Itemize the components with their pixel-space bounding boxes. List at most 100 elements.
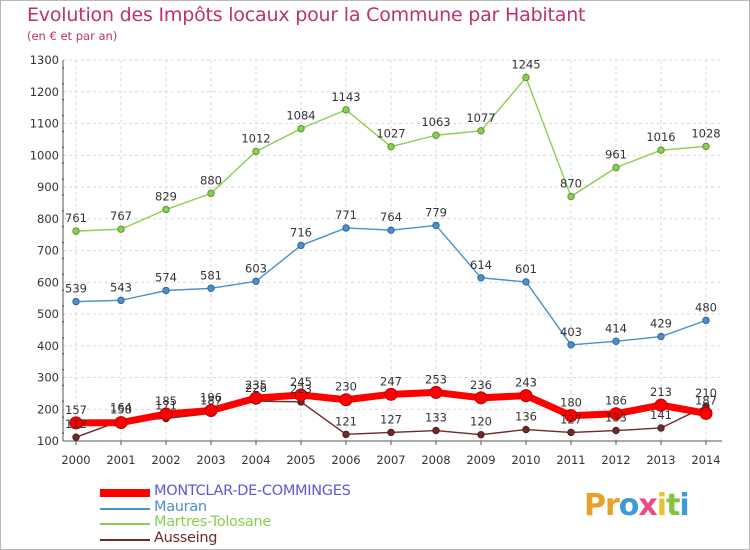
data-label: 539 [65, 282, 87, 296]
data-label: 187 [200, 393, 222, 407]
data-point [567, 341, 575, 349]
data-point [342, 224, 350, 232]
data-label: 403 [560, 325, 582, 339]
x-tick-label: 2003 [196, 453, 225, 467]
data-point [69, 416, 83, 430]
data-point [609, 407, 623, 421]
x-tick-label: 2004 [241, 453, 270, 467]
data-label: 1084 [286, 109, 315, 123]
data-point [612, 163, 620, 172]
data-point [117, 225, 125, 233]
data-point [654, 398, 668, 412]
data-label: 127 [380, 412, 402, 426]
data-point [432, 221, 440, 230]
data-label: 764 [380, 210, 402, 224]
data-point [522, 278, 530, 286]
data-point [519, 389, 533, 403]
data-label: 716 [290, 225, 312, 239]
data-label: 230 [335, 380, 357, 394]
x-tick-label: 2008 [421, 453, 450, 467]
data-label: 429 [650, 317, 672, 331]
data-point [117, 296, 125, 305]
data-label: 779 [425, 205, 447, 219]
data-point [384, 387, 398, 401]
data-label: 235 [245, 378, 267, 392]
data-label: 880 [200, 173, 222, 187]
data-label: 180 [560, 396, 582, 410]
data-label: 870 [560, 177, 582, 191]
data-label: 133 [425, 411, 447, 425]
data-label: 1143 [331, 90, 360, 104]
legend-swatch [100, 489, 150, 497]
data-label: 121 [335, 414, 357, 428]
legend-swatch [100, 507, 150, 510]
data-point [699, 406, 713, 420]
y-tick-label: 300 [37, 371, 59, 385]
y-tick-label: 1000 [30, 148, 59, 162]
data-point [612, 426, 620, 435]
data-label: 1077 [466, 111, 495, 125]
data-point [564, 409, 578, 423]
data-label: 133 [605, 411, 627, 425]
data-point [387, 226, 395, 234]
data-label: 210 [695, 386, 717, 400]
x-tick-label: 2001 [106, 453, 135, 467]
data-point [207, 284, 215, 292]
data-point [432, 131, 440, 139]
data-label: 164 [110, 401, 132, 415]
data-label: 187 [695, 393, 717, 407]
data-label: 1028 [691, 126, 720, 140]
data-point [339, 393, 353, 407]
logo-letter: r [605, 488, 620, 523]
data-point [342, 106, 350, 114]
y-tick-label: 1100 [30, 117, 59, 131]
data-label: 196 [200, 391, 222, 405]
data-label: 574 [155, 271, 177, 285]
legend-label: Ausseing [154, 529, 218, 546]
data-label: 480 [695, 300, 717, 314]
logo-letter: o [618, 488, 640, 523]
data-point [567, 428, 575, 437]
data-point [657, 424, 665, 432]
chart-subtitle: (en € et par an) [27, 29, 118, 43]
logo-letter: x [638, 488, 657, 523]
data-label: 223 [290, 382, 312, 396]
data-point [387, 428, 395, 437]
data-label: 603 [245, 261, 267, 275]
data-label: 171 [155, 398, 177, 412]
y-tick-label: 1300 [30, 53, 59, 67]
data-point [297, 124, 305, 133]
x-tick-label: 2011 [556, 453, 585, 467]
x-tick-label: 2006 [331, 453, 360, 467]
x-tick-label: 2002 [151, 453, 180, 467]
y-tick-label: 1200 [30, 85, 59, 99]
x-tick-label: 2012 [601, 453, 630, 467]
data-label: 1016 [646, 130, 675, 144]
x-tick-label: 2009 [466, 453, 495, 467]
data-point [474, 391, 488, 405]
data-label: 961 [605, 148, 627, 162]
data-point [252, 277, 260, 285]
data-point [342, 430, 350, 439]
proxiti-logo: Proxiti [584, 488, 690, 523]
x-tick-label: 2000 [61, 453, 90, 467]
data-point [657, 332, 665, 341]
y-tick-label: 900 [37, 180, 59, 194]
legend-label: Mauran [154, 498, 207, 515]
logo-letter: i [656, 488, 667, 523]
x-tick-label: 2010 [511, 453, 540, 467]
data-label: 186 [605, 394, 627, 408]
data-point [72, 227, 80, 235]
data-label: 1027 [376, 127, 405, 141]
y-tick-label: 400 [37, 339, 59, 353]
data-point [567, 192, 575, 201]
data-label: 243 [515, 376, 537, 390]
legend-swatch [100, 523, 150, 525]
legend-swatch [100, 538, 150, 541]
data-point [522, 73, 530, 82]
data-label: 226 [245, 381, 267, 395]
data-point [612, 337, 620, 346]
data-point [204, 404, 218, 418]
data-point [72, 297, 80, 306]
data-label: 112 [65, 417, 87, 431]
